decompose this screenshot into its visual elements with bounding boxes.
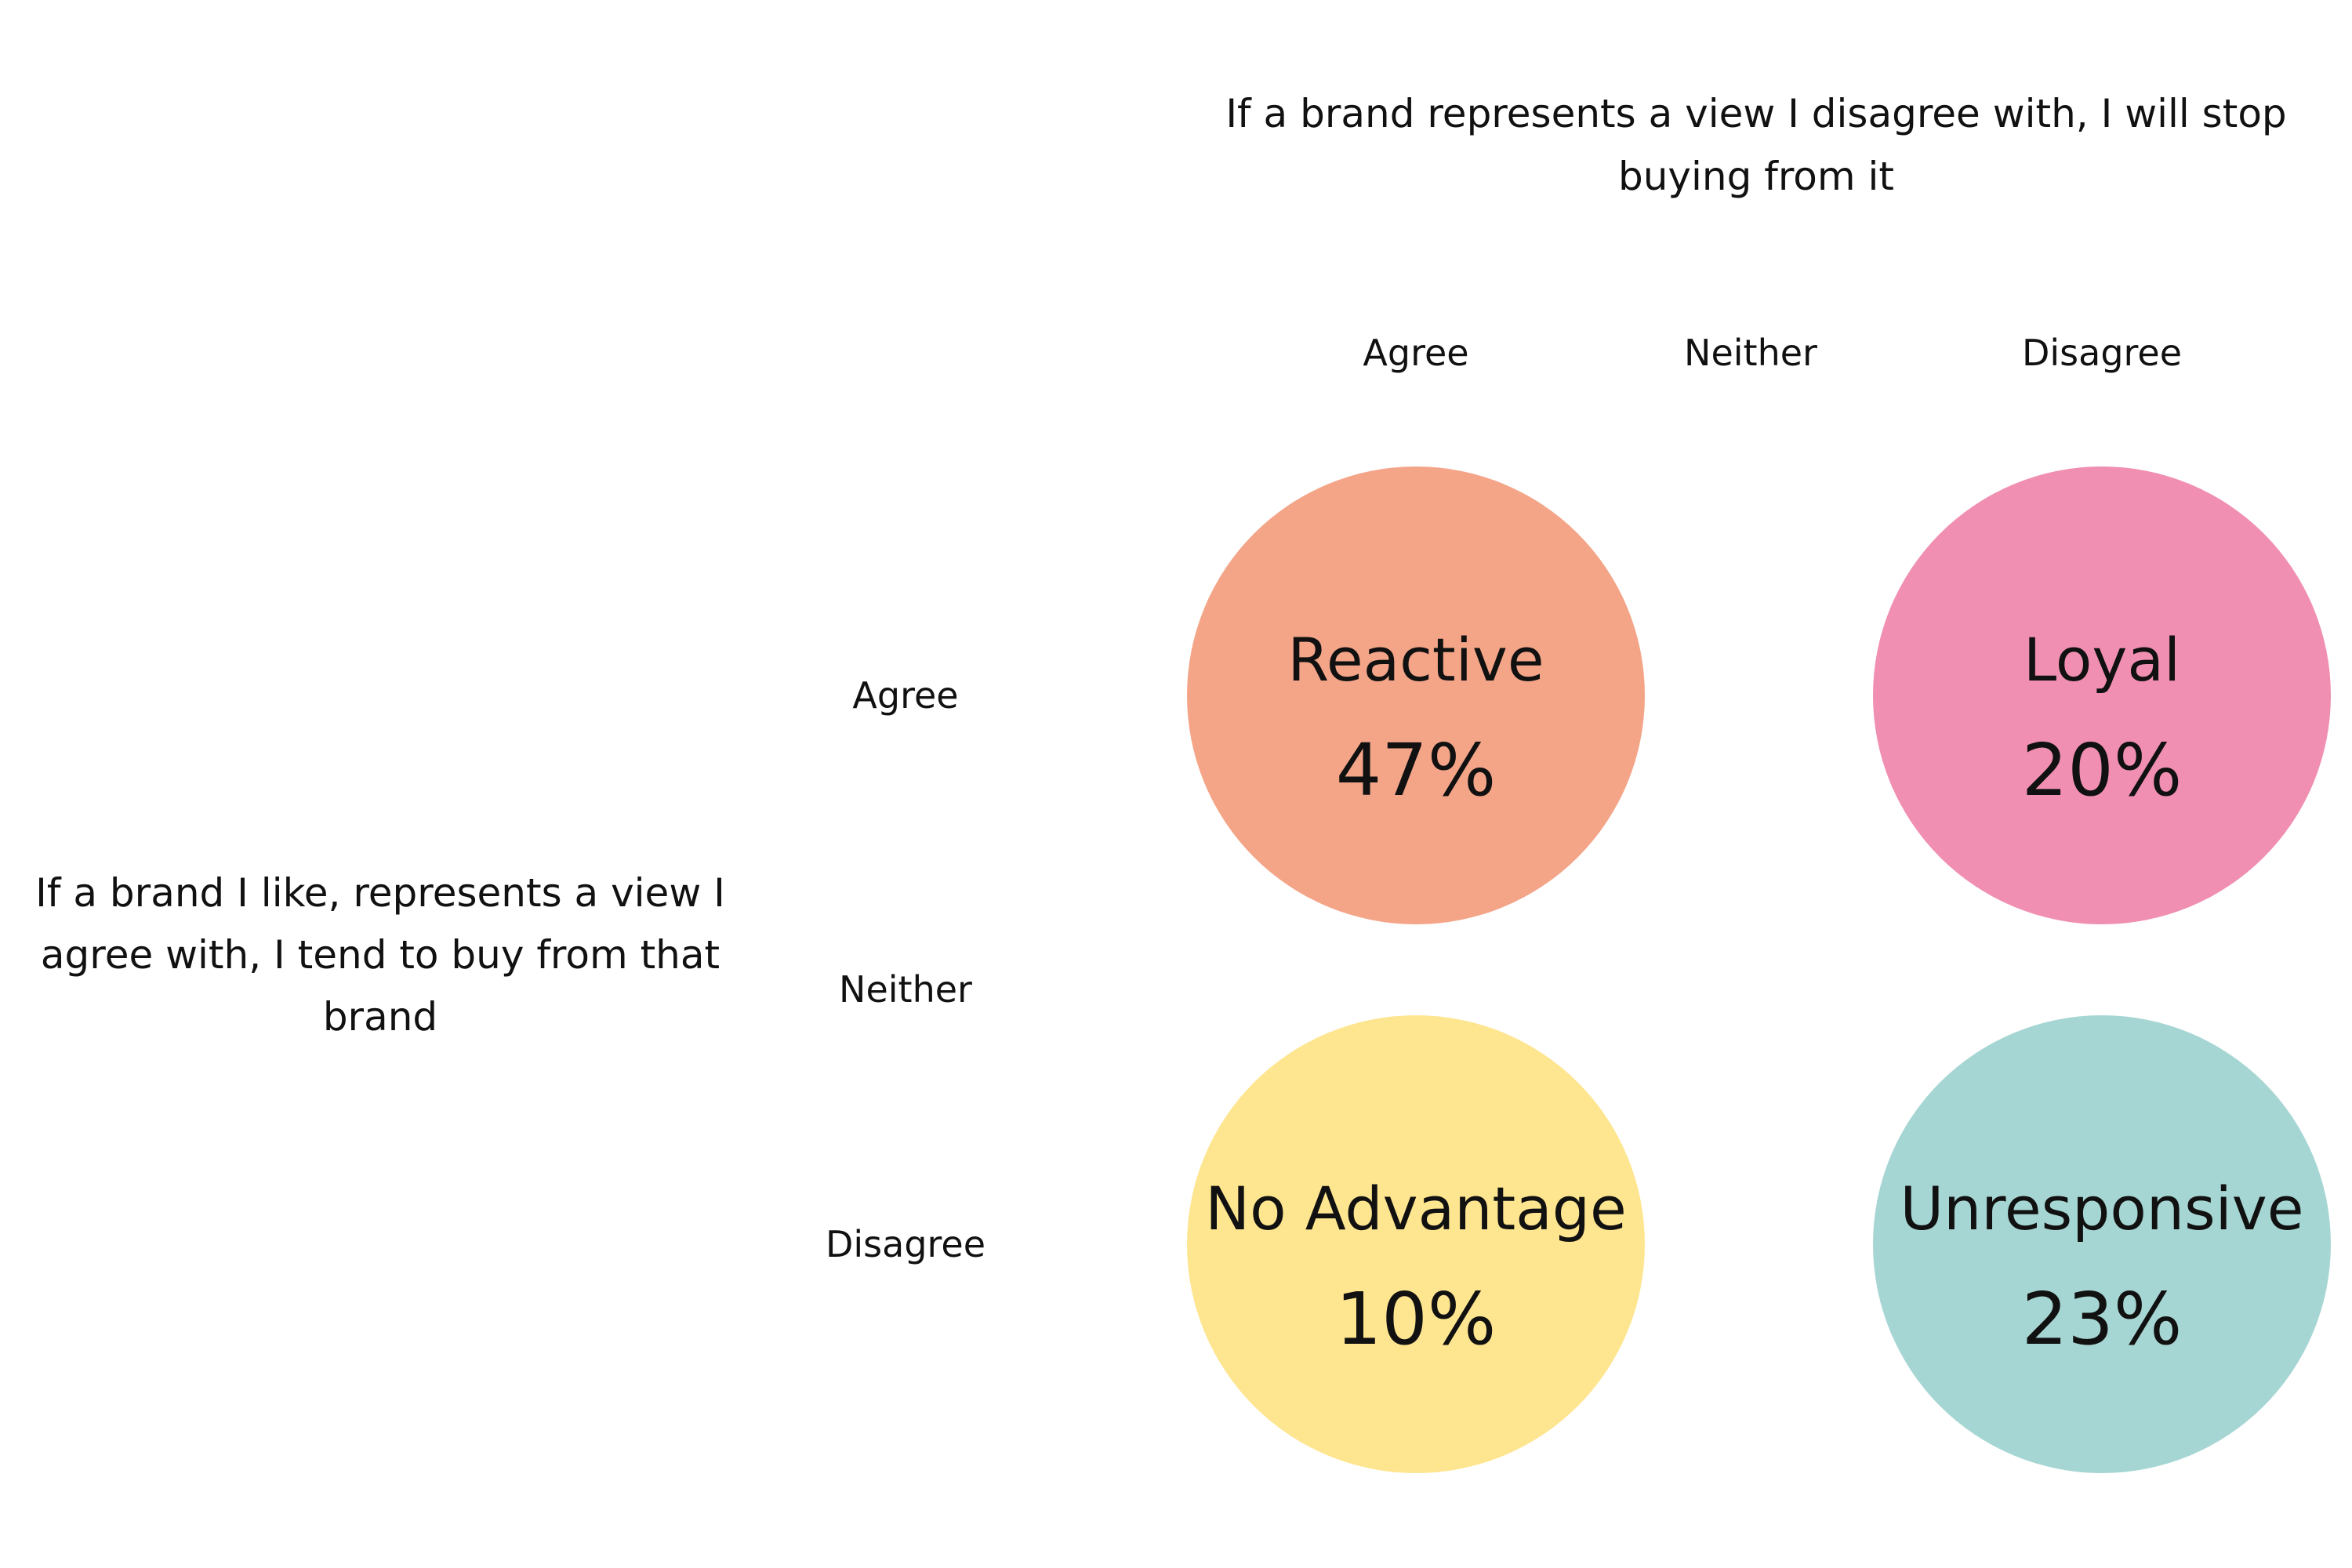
segment-name-unresponsive: Unresponsive [1900,1174,2304,1243]
column-label-agree: Agree [1363,332,1469,374]
segment-name-reactive: Reactive [1287,625,1544,695]
segment-percent-unresponsive: 23% [2021,1277,2183,1361]
row-label-disagree: Disagree [825,1223,986,1265]
row-label-agree: Agree [852,674,959,717]
segment-circle-unresponsive [1873,1015,2331,1473]
segment-percent-loyal: 20% [2021,728,2183,812]
segment-percent-no-advantage: 10% [1335,1277,1497,1361]
segment-circle-reactive [1187,466,1645,924]
segment-percent-reactive: 47% [1335,728,1497,812]
segment-circle-loyal [1873,466,2331,924]
segment-name-loyal: Loyal [2023,625,2181,695]
row-label-neither: Neither [839,968,972,1011]
column-label-disagree: Disagree [2021,332,2183,374]
column-label-neither: Neither [1684,332,1817,374]
segment-circle-no-advantage [1187,1015,1645,1473]
column-question: If a brand represents a view I disagree … [1225,91,2287,199]
row-question: If a brand I like, represents a view I a… [35,870,725,1040]
segment-name-no-advantage: No Advantage [1205,1174,1627,1243]
